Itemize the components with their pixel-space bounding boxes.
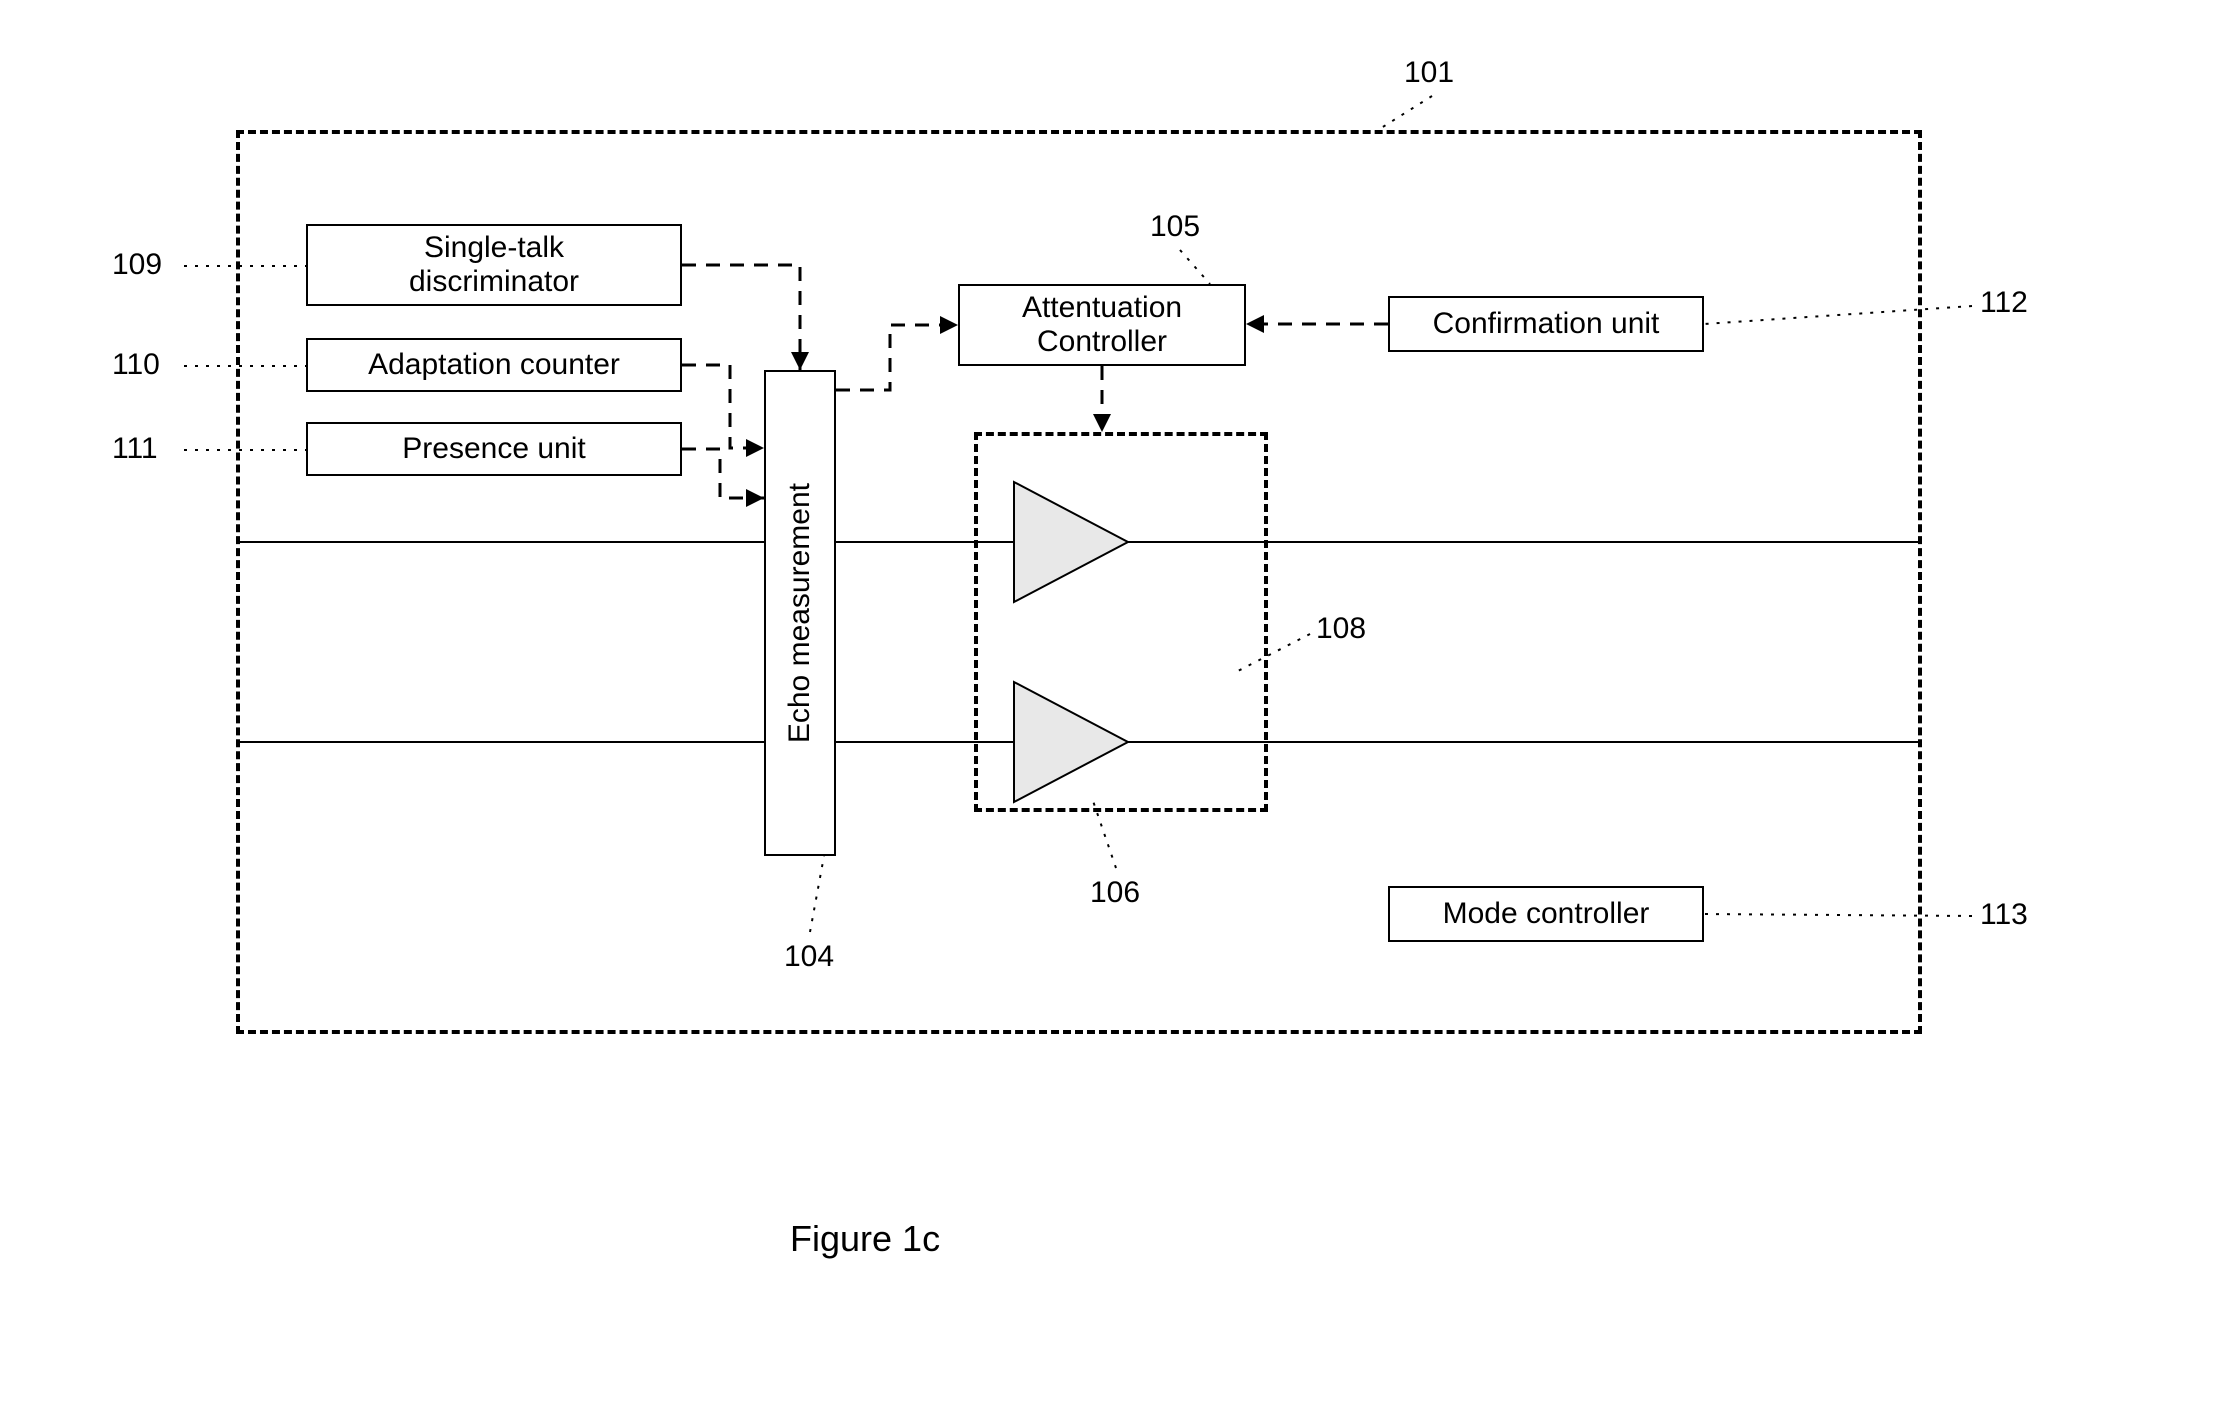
mode-controller-block: Mode controller <box>1388 886 1704 942</box>
single-talk-label-line1: Single-talk <box>409 231 579 265</box>
svg-text:111: 111 <box>112 432 158 465</box>
single-talk-label-line2: discriminator <box>409 265 579 299</box>
attenuation-controller-label-line2: Controller <box>1022 325 1182 359</box>
svg-text:109: 109 <box>112 248 162 281</box>
diagram-canvas: Single-talk discriminator Adaptation cou… <box>0 0 2218 1408</box>
mode-controller-label: Mode controller <box>1443 897 1650 931</box>
gain-group-dashed-frame <box>974 432 1268 812</box>
echo-measurement-block: Echo measurement <box>764 370 836 856</box>
confirmation-unit-label: Confirmation unit <box>1433 307 1660 341</box>
presence-unit-label: Presence unit <box>402 432 585 466</box>
single-talk-discriminator-block: Single-talk discriminator <box>306 224 682 306</box>
svg-text:112: 112 <box>1980 286 2028 319</box>
adaptation-counter-block: Adaptation counter <box>306 338 682 392</box>
svg-text:110: 110 <box>112 348 160 381</box>
figure-caption: Figure 1c <box>790 1218 940 1260</box>
svg-text:101: 101 <box>1404 56 1454 89</box>
confirmation-unit-block: Confirmation unit <box>1388 296 1704 352</box>
attenuation-controller-block: Attentuation Controller <box>958 284 1246 366</box>
svg-text:113: 113 <box>1980 898 2028 931</box>
echo-measurement-label: Echo measurement <box>783 483 817 743</box>
adaptation-counter-label: Adaptation counter <box>368 348 620 382</box>
presence-unit-block: Presence unit <box>306 422 682 476</box>
attenuation-controller-label-line1: Attentuation <box>1022 291 1182 325</box>
